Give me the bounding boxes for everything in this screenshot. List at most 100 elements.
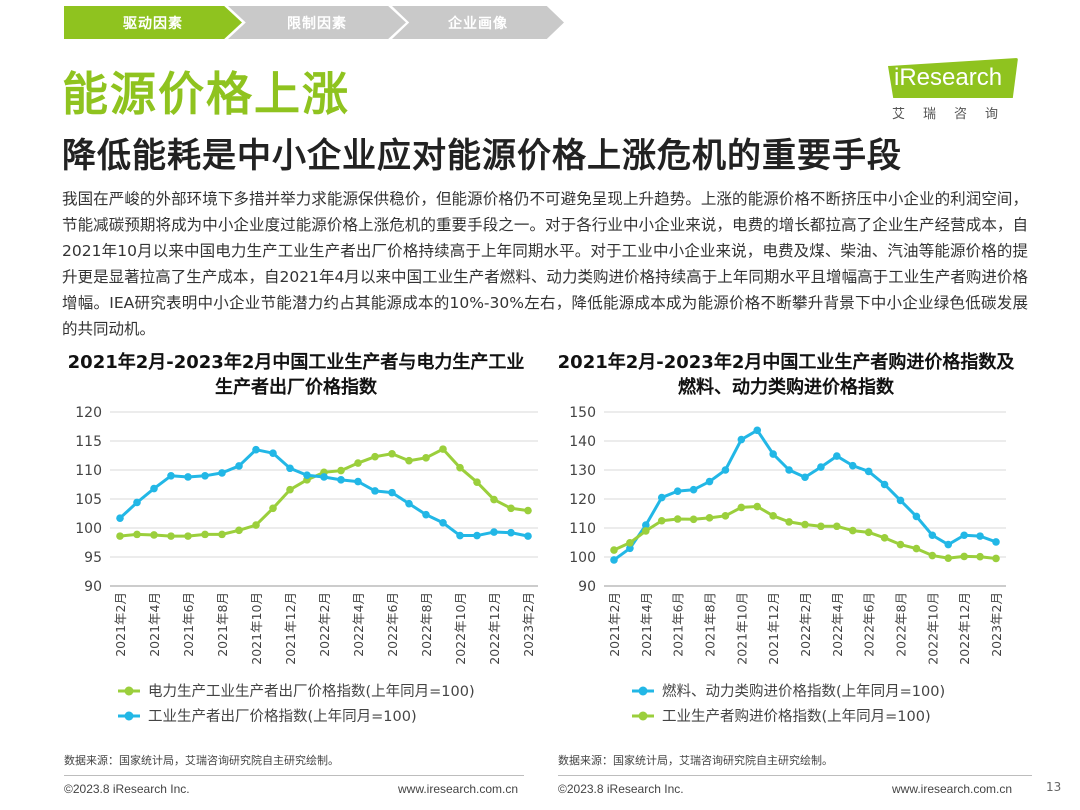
legend-label: 燃料、动力类购进价格指数(上年同月=100) — [662, 682, 945, 700]
nav-step-label: 限制因素 — [287, 15, 347, 32]
x-tick-label: 2022年4月 — [830, 592, 845, 657]
page-number: 13 — [1046, 780, 1062, 794]
y-tick-label: 110 — [75, 463, 102, 479]
x-tick-label: 2021年6月 — [671, 592, 686, 657]
logo-subtitle: 艾瑞咨询 — [892, 107, 1017, 122]
x-tick-label: 2021年10月 — [734, 592, 749, 665]
x-tick-label: 2023年2月 — [989, 592, 1004, 657]
x-tick-label: 2021年10月 — [249, 592, 264, 665]
series-line — [613, 428, 997, 562]
right-data-source: 数据来源：国家统计局，艾瑞咨询研究院自主研究绘制。 — [558, 754, 833, 767]
data-point — [150, 531, 158, 539]
left-data-source: 数据来源：国家统计局，艾瑞咨询研究院自主研究绘制。 — [64, 754, 339, 767]
footer-copyright-right: ©2023.8 iResearch Inc. — [558, 782, 684, 796]
data-point — [269, 449, 277, 457]
data-point — [626, 538, 634, 547]
data-point — [507, 504, 515, 513]
nav-step-label: 企业画像 — [448, 15, 508, 32]
data-point — [785, 518, 793, 526]
nav-step-drivers[interactable]: 驱动因素 — [64, 6, 242, 39]
nav-step-constraints[interactable]: 限制因素 — [228, 6, 406, 39]
data-point — [184, 532, 192, 540]
legend-label: 工业生产者购进价格指数(上年同月=100) — [662, 708, 931, 725]
y-tick-label: 130 — [569, 463, 596, 479]
y-tick-label: 120 — [75, 405, 102, 421]
data-point — [657, 493, 666, 502]
footer-url-right[interactable]: www.iresearch.com.cn — [892, 782, 1013, 796]
data-point — [201, 472, 209, 480]
nav-step-profile[interactable]: 企业画像 — [392, 6, 564, 39]
series-line — [613, 505, 997, 560]
legend-marker — [124, 686, 134, 696]
data-point — [689, 515, 698, 524]
data-point — [218, 469, 226, 477]
data-point — [303, 471, 311, 480]
legend-marker — [638, 686, 648, 696]
data-point — [992, 538, 1000, 546]
data-point — [354, 459, 362, 467]
data-point — [303, 476, 311, 484]
data-point — [473, 478, 481, 486]
data-point — [801, 473, 809, 482]
data-point — [320, 468, 328, 477]
data-point — [833, 522, 841, 531]
data-point — [133, 530, 141, 539]
data-point — [610, 556, 618, 564]
x-tick-label: 2022年8月 — [894, 592, 909, 657]
data-point — [456, 463, 464, 472]
data-point — [705, 514, 714, 522]
data-point — [116, 532, 124, 540]
y-tick-label: 115 — [75, 434, 102, 450]
x-tick-label: 2021年8月 — [703, 592, 718, 657]
data-point — [944, 540, 953, 549]
data-point — [785, 466, 793, 474]
data-point — [976, 552, 984, 561]
nav-step-label: 驱动因素 — [123, 15, 183, 32]
right-chart-title: 2021年2月-2023年2月中国工业生产者购进价格指数及燃料、动力类购进价格指… — [557, 352, 1015, 398]
data-point — [817, 522, 825, 531]
x-tick-label: 2022年10月 — [453, 592, 468, 665]
data-point — [184, 473, 192, 481]
data-point — [371, 487, 379, 495]
data-point — [456, 531, 464, 540]
data-point — [880, 534, 889, 542]
data-point — [753, 502, 762, 511]
data-point — [689, 485, 698, 494]
y-tick-label: 90 — [578, 579, 596, 595]
x-tick-label: 2021年12月 — [766, 592, 781, 665]
x-tick-label: 2022年10月 — [925, 592, 940, 665]
data-point — [405, 499, 413, 508]
x-tick-label: 2023年2月 — [521, 592, 536, 657]
x-tick-label: 2021年4月 — [147, 592, 162, 657]
data-point — [439, 445, 447, 453]
data-point — [737, 435, 746, 444]
x-tick-label: 2021年8月 — [215, 592, 230, 657]
footer-divider-right — [558, 775, 1032, 776]
data-point — [801, 520, 809, 529]
data-point — [524, 506, 532, 515]
data-point — [928, 531, 937, 540]
data-point — [896, 540, 905, 549]
x-tick-label: 2022年2月 — [317, 592, 332, 657]
footer-url-left[interactable]: www.iresearch.com.cn — [398, 782, 519, 796]
data-point — [133, 498, 141, 507]
data-point — [737, 503, 746, 512]
data-point — [337, 466, 345, 475]
data-point — [405, 456, 413, 465]
x-tick-label: 2021年2月 — [113, 592, 128, 657]
y-tick-label: 120 — [569, 492, 596, 508]
data-point — [642, 527, 650, 535]
data-point — [896, 496, 905, 505]
data-point — [507, 528, 515, 537]
data-point — [960, 531, 968, 540]
data-point — [673, 487, 682, 495]
x-tick-label: 2022年2月 — [798, 592, 813, 657]
data-point — [880, 480, 889, 489]
data-point — [705, 477, 714, 486]
x-tick-label: 2022年6月 — [385, 592, 400, 657]
data-point — [657, 516, 666, 525]
data-point — [235, 526, 243, 535]
y-tick-label: 100 — [75, 521, 102, 537]
data-point — [388, 488, 396, 497]
data-point — [833, 452, 841, 460]
